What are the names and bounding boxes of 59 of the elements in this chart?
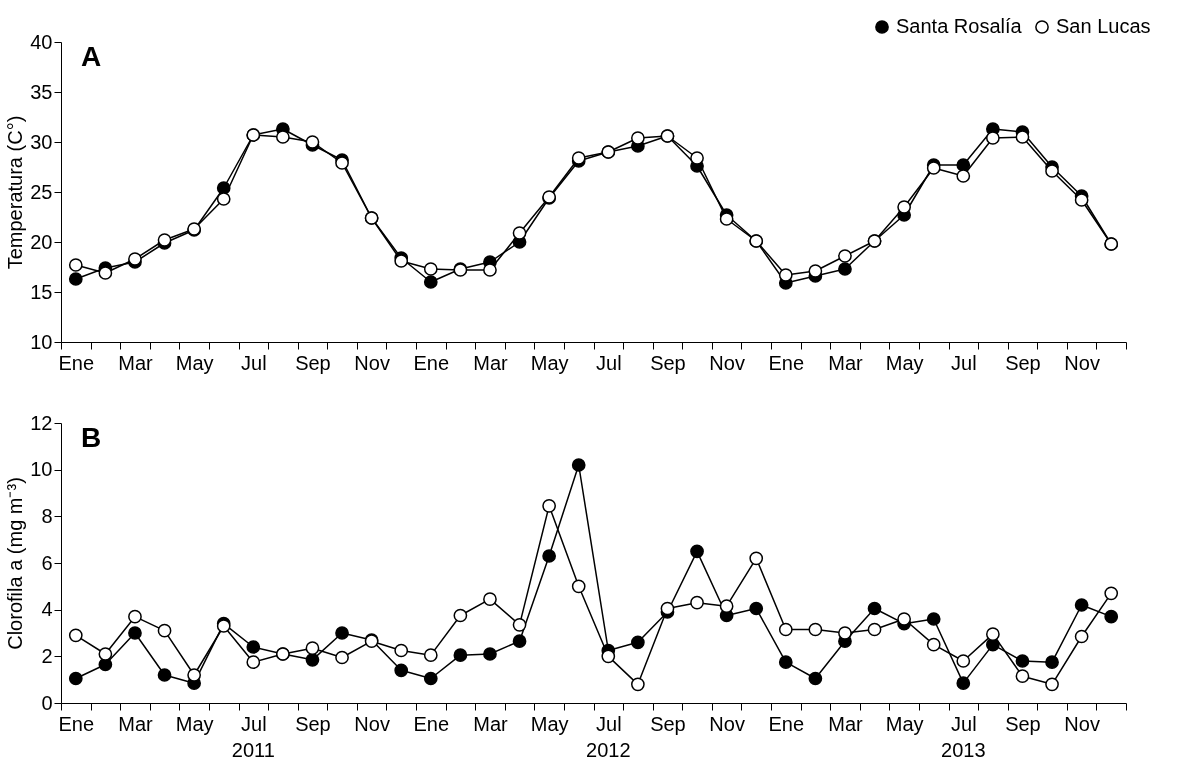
x-tick-label: Jul (596, 351, 622, 374)
text: 2013 (941, 739, 986, 761)
y-tick-label: 40 (30, 30, 53, 53)
legend-label: San Lucas (1056, 15, 1151, 37)
y-tick-label: 20 (30, 230, 53, 253)
y-tick-label: 25 (30, 180, 53, 203)
x-tick-label: Jul (951, 351, 977, 374)
x-tick-label: May (885, 351, 924, 374)
y-axis-title: Temperatura (C°) (4, 115, 27, 270)
x-tick-label: Mar (828, 351, 864, 374)
x-tick-label: May (530, 712, 569, 735)
x-tick-label: Jul (596, 712, 622, 735)
x-tick-label: Mar (118, 712, 154, 735)
x-tick-label: Mar (473, 351, 509, 374)
x-tick-label: Nov (1064, 351, 1100, 374)
x-tick-label: Nov (709, 712, 745, 735)
text: 2011 (231, 739, 275, 761)
x-tick-label: Ene (58, 712, 95, 735)
x-tick-label: Sep (1005, 351, 1041, 374)
x-tick-label: Jul (241, 712, 267, 735)
chart-title: A (81, 41, 102, 72)
y-tick-label: 8 (41, 504, 53, 527)
x-tick-label: Sep (295, 351, 331, 374)
x-tick-label: Ene (768, 351, 805, 374)
y-tick-label: 35 (30, 80, 53, 103)
x-tick-label: May (175, 712, 214, 735)
x-tick-label: Sep (650, 351, 686, 374)
chart-title: B (81, 422, 102, 453)
y-tick-label: 30 (30, 130, 53, 153)
x-tick-label: Ene (768, 712, 805, 735)
legend-label: Santa Rosalía (896, 15, 1023, 37)
x-tick-label: Ene (413, 351, 450, 374)
x-tick-label: Sep (295, 712, 331, 735)
y-tick-label: 10 (30, 458, 53, 481)
y-tick-label: 6 (41, 551, 53, 574)
x-tick-label: Nov (354, 351, 390, 374)
x-tick-label: Ene (58, 351, 95, 374)
x-tick-label: Ene (413, 712, 450, 735)
y-tick-label: 15 (30, 280, 53, 303)
y-axis-title: Clorofila a (mg m⁻³) (4, 477, 27, 650)
y-tick-label: 2 (41, 644, 53, 667)
x-tick-label: Nov (1064, 712, 1100, 735)
x-tick-label: Jul (951, 712, 977, 735)
x-tick-label: Sep (1005, 712, 1041, 735)
x-tick-label: May (885, 712, 924, 735)
x-tick-label: Nov (354, 712, 390, 735)
y-tick-label: 4 (41, 598, 53, 621)
x-tick-label: Mar (828, 712, 864, 735)
y-tick-label: 0 (41, 691, 53, 714)
x-tick-label: May (530, 351, 569, 374)
x-tick-label: Sep (650, 712, 686, 735)
x-tick-label: Nov (709, 351, 745, 374)
text: 2012 (586, 739, 631, 761)
y-tick-label: 12 (30, 411, 53, 434)
x-tick-label: Jul (241, 351, 267, 374)
x-tick-label: May (175, 351, 214, 374)
x-tick-label: Mar (118, 351, 154, 374)
y-tick-label: 10 (30, 330, 53, 353)
x-tick-label: Mar (473, 712, 509, 735)
